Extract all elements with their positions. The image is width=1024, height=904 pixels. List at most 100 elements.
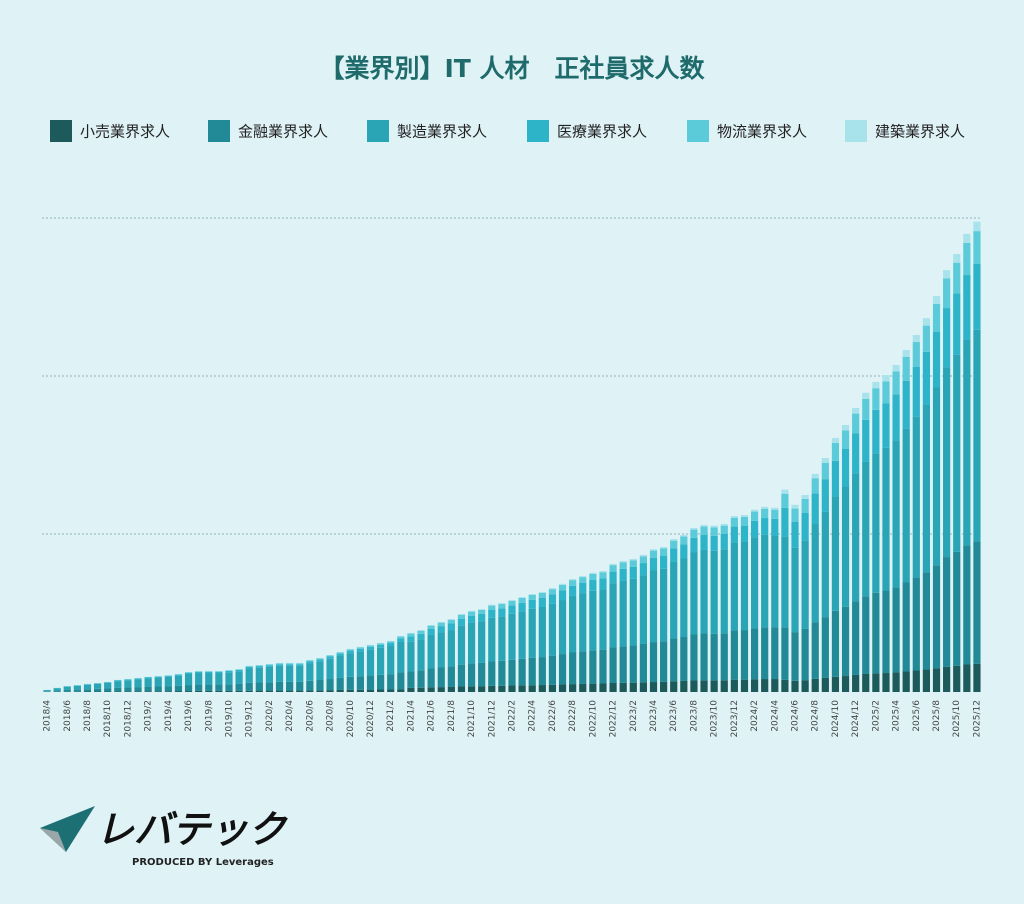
bar-segment (417, 670, 425, 688)
bar-segment (902, 380, 910, 429)
bar-segment (154, 686, 162, 692)
bar-segment (538, 606, 546, 658)
bar-segment (720, 523, 728, 526)
bar-segment (538, 592, 546, 598)
bar-segment (225, 670, 233, 671)
bar-segment (943, 308, 951, 368)
bar-segment (63, 686, 71, 690)
bar-segment (629, 578, 637, 646)
bar-segment (750, 537, 759, 629)
bar-segment (943, 666, 951, 692)
bar-segment (326, 679, 334, 691)
bar-segment (296, 663, 304, 665)
bar-segment (963, 242, 971, 276)
x-tick-label: 2023/12 (730, 700, 740, 737)
bar-segment (649, 682, 658, 692)
bar-segment (862, 398, 870, 420)
x-tick-label: 2021/12 (487, 700, 497, 737)
bar-segment (811, 678, 819, 692)
bar-segment (841, 430, 850, 449)
bar-segment (912, 342, 920, 367)
bar-segment (841, 676, 850, 692)
bar-segment (346, 650, 354, 654)
x-tick-label: 2021/6 (427, 700, 437, 732)
bar-segment (488, 661, 496, 686)
bar-segment (144, 677, 152, 679)
bar-segment (569, 579, 577, 581)
bar-segment (336, 655, 344, 678)
bar-segment (114, 687, 122, 692)
bar-segment (215, 671, 223, 674)
bar-segment (841, 448, 850, 487)
x-tick-label: 2024/12 (851, 700, 861, 737)
bar-segment (447, 630, 455, 667)
bar-segment (821, 458, 829, 463)
bar-segment (275, 663, 284, 665)
bar-segment (700, 526, 708, 535)
bar-segment (73, 689, 81, 692)
bar-segment (862, 419, 870, 462)
bar-segment (336, 689, 344, 692)
bar-segment (609, 571, 617, 584)
bar-segment (639, 563, 647, 576)
bar-segment (892, 440, 900, 588)
bar-segment (104, 682, 112, 689)
bar-segment (114, 681, 122, 688)
bar-segment (407, 687, 415, 692)
bar-segment (639, 682, 647, 692)
logo: レバテック PRODUCED BY Leverages (40, 806, 288, 868)
x-tick-label: 2022/6 (548, 700, 558, 732)
bar-segment (548, 588, 557, 590)
x-tick-label: 2022/10 (588, 700, 598, 738)
bar-segment (225, 684, 233, 691)
bar-segment (518, 597, 526, 598)
bar-segment (427, 625, 435, 629)
bar-segment (437, 687, 445, 692)
bar-segment (710, 535, 718, 551)
bar-segment (508, 685, 516, 692)
bar-segment (791, 504, 799, 509)
bar-segment (710, 550, 718, 634)
bar-segment (407, 671, 415, 688)
bar-segment (397, 638, 405, 642)
bar-segment (154, 676, 162, 678)
legend-label: 製造業界求人 (397, 123, 487, 141)
bar-segment (548, 594, 557, 604)
bar-segment (700, 524, 708, 527)
bar-segment (761, 679, 769, 692)
bar-segment (528, 594, 536, 600)
bar-segment (750, 679, 759, 692)
bar-segment (629, 566, 637, 579)
bar-segment (730, 679, 738, 692)
bar-segment (902, 428, 910, 583)
bar-segment (892, 587, 900, 673)
x-tick-label: 2025/2 (871, 700, 881, 732)
bar-segment (670, 540, 678, 549)
bar-segment (43, 691, 51, 692)
bar-segment (316, 661, 324, 680)
bar-segment (841, 486, 850, 607)
bar-segment (255, 682, 263, 691)
bar-segment (306, 690, 314, 692)
bar-segment (912, 577, 920, 671)
bar-segment (53, 688, 61, 691)
bar-segment (195, 673, 203, 685)
bar-segment (397, 641, 405, 673)
bar-segment (761, 506, 769, 509)
bar-segment (670, 681, 678, 692)
bar-segment (599, 649, 607, 684)
x-tick-label: 2021/4 (406, 700, 416, 732)
bar-segment (902, 356, 910, 381)
bar-segment (680, 637, 688, 681)
bar-segment (740, 541, 749, 631)
bar-segment (922, 669, 931, 692)
x-tick-label: 2019/8 (204, 700, 214, 732)
bar-segment (862, 392, 870, 399)
bar-segment (973, 221, 981, 232)
bar-segment (963, 664, 971, 692)
bar-segment (862, 673, 870, 692)
bar-segment (407, 632, 415, 634)
bar-segment (912, 334, 920, 343)
bar-segment (862, 596, 870, 674)
bar-segment (831, 437, 840, 443)
